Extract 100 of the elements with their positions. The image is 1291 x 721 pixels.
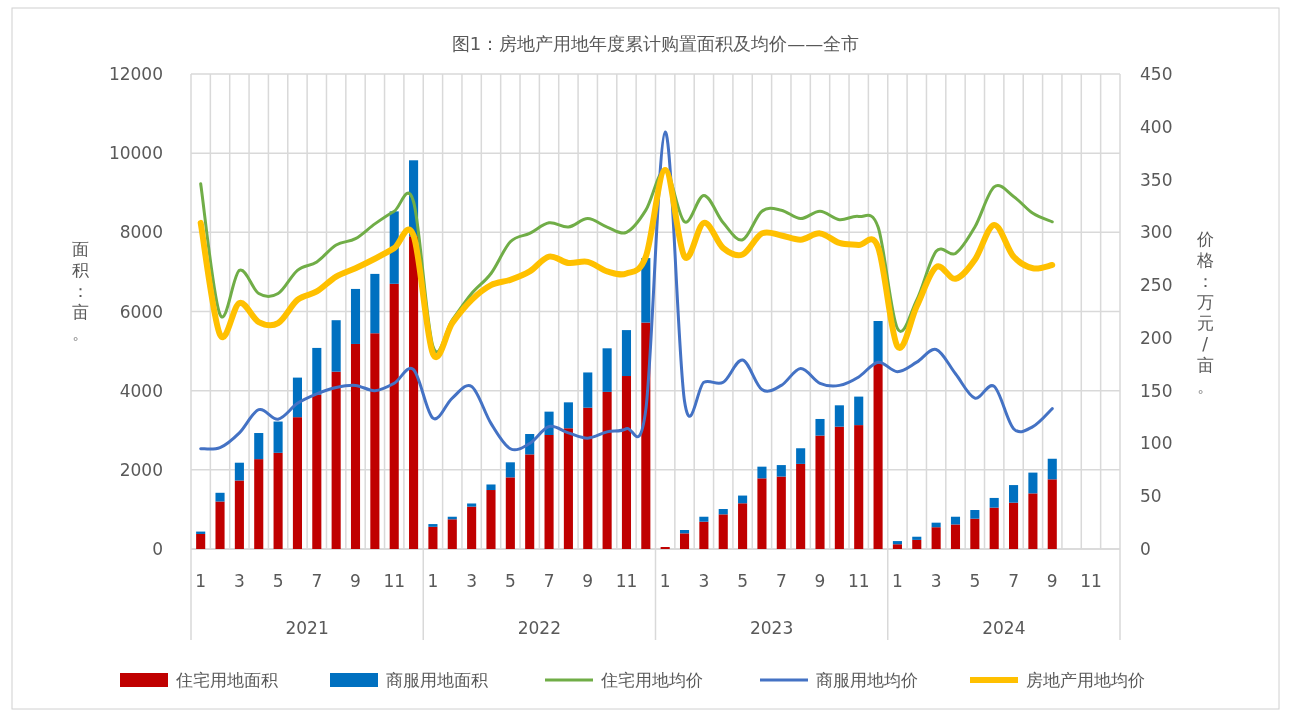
- bar: [796, 448, 806, 464]
- y-tick-label: 10000: [108, 143, 163, 164]
- bar: [834, 405, 844, 427]
- bar: [970, 518, 980, 549]
- bar: [254, 459, 264, 549]
- bar: [738, 495, 748, 504]
- y2-tick-label: 100: [1140, 433, 1173, 454]
- bar: [583, 407, 593, 549]
- y2-tick-label: 450: [1140, 64, 1173, 84]
- y2-tick-label: 300: [1140, 222, 1173, 243]
- x-tick-label: 7: [775, 571, 787, 591]
- legend-label: 商服用地面积: [386, 670, 488, 690]
- bar: [815, 435, 825, 549]
- bar: [467, 506, 477, 549]
- x-tick-label: 5: [272, 571, 284, 591]
- x-tick-label: 3: [930, 571, 942, 591]
- bar: [350, 343, 361, 549]
- legend-label: 住宅用地均价: [600, 670, 703, 690]
- x-tick-label: 1: [195, 571, 207, 591]
- x-tick-label: 5: [969, 571, 981, 591]
- bar: [350, 288, 361, 344]
- bar: [215, 492, 225, 502]
- x-tick-label: 9: [814, 571, 826, 591]
- x-tick-label: 1: [427, 571, 439, 591]
- chart-title: 图1：房地产用地年度累计购置面积及均价——全市: [451, 33, 860, 54]
- bar: [273, 421, 283, 453]
- bar: [331, 371, 341, 549]
- bar: [602, 348, 612, 392]
- x-tick-label: 3: [466, 571, 478, 591]
- bar: [525, 454, 535, 549]
- bar: [912, 536, 922, 540]
- bar: [428, 524, 438, 527]
- y2-tick-label: 400: [1140, 116, 1173, 137]
- text: 2021: [285, 618, 329, 638]
- bar: [563, 428, 573, 549]
- y2-tick-label: 350: [1140, 169, 1173, 190]
- bar: [215, 501, 225, 549]
- x-tick-label: 11: [383, 571, 406, 591]
- y-tick-label: 2000: [119, 459, 163, 480]
- bar: [776, 465, 786, 477]
- y2-tick-label: 50: [1140, 486, 1162, 507]
- bar: [854, 396, 864, 426]
- bar: [486, 484, 496, 491]
- y2-tick-label: 200: [1140, 327, 1173, 348]
- x-tick-label: 5: [737, 571, 749, 591]
- bar: [1028, 472, 1038, 494]
- line-series: [199, 130, 1054, 451]
- bar: [486, 490, 496, 549]
- bar: [931, 527, 941, 549]
- bar: [312, 347, 322, 395]
- bar: [1009, 485, 1019, 503]
- bar: [757, 466, 767, 479]
- legend-label: 住宅用地面积: [175, 670, 278, 690]
- bar: [989, 497, 999, 508]
- bar: [796, 463, 806, 549]
- bar: [989, 507, 999, 549]
- y-axis-title: 面积：亩。: [71, 239, 89, 343]
- y2-axis-title: 价格：万元/亩。: [1196, 229, 1214, 396]
- bar: [815, 418, 825, 436]
- bar: [389, 283, 399, 549]
- bar: [641, 258, 651, 323]
- bar: [1028, 493, 1038, 549]
- x-tick-label: 7: [543, 571, 555, 591]
- x-tick-label: 11: [1080, 571, 1102, 591]
- bar: [196, 533, 206, 549]
- x-tick-label: 9: [1046, 571, 1058, 591]
- bar: [505, 477, 515, 549]
- x-tick-label: 9: [350, 571, 361, 591]
- bar: [892, 541, 902, 545]
- bar: [834, 426, 844, 549]
- y-tick-label: 4000: [119, 380, 163, 401]
- bar: [873, 363, 883, 549]
- x-tick-label: 3: [698, 571, 710, 591]
- bar: [738, 503, 748, 549]
- text: 2024: [982, 618, 1026, 638]
- bar: [854, 425, 864, 549]
- x-tick-label: 5: [504, 571, 516, 591]
- y-tick-label: 0: [152, 539, 163, 559]
- bar: [447, 519, 457, 549]
- x-tick-label: 3: [233, 571, 245, 591]
- bar: [234, 480, 244, 549]
- bar: [892, 544, 902, 549]
- x-tick-label: 11: [847, 571, 870, 591]
- bar: [621, 376, 632, 549]
- bar: [699, 516, 709, 522]
- legend-label: 房地产用地均价: [1026, 670, 1145, 690]
- bar: [254, 433, 264, 460]
- bar: [873, 321, 883, 364]
- x-tick-label: 1: [659, 571, 671, 591]
- y2-tick-label: 150: [1140, 380, 1173, 401]
- bar: [467, 503, 477, 507]
- bar: [621, 330, 632, 377]
- bar: [602, 391, 612, 549]
- bar: [505, 462, 515, 478]
- bar: [776, 476, 786, 549]
- bar: [428, 526, 438, 549]
- bar: [757, 478, 767, 549]
- x-tick-label: 7: [1008, 571, 1019, 591]
- bar: [718, 509, 728, 515]
- bar: [563, 402, 573, 429]
